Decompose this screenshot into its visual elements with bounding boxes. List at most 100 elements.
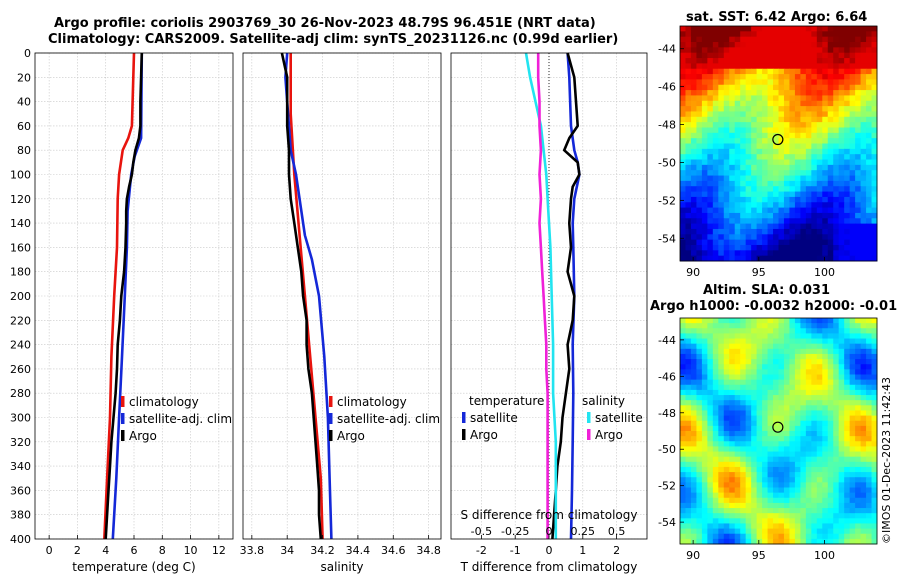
lat-tick-label: -52	[658, 194, 676, 207]
x-tick-label: 34	[280, 544, 294, 557]
y-tick-label: 360	[10, 484, 31, 497]
sst-map-frame	[679, 25, 878, 262]
sla-map-frame	[679, 317, 878, 545]
y-tick-label: 320	[10, 436, 31, 449]
x-tick-label: 34.6	[381, 544, 406, 557]
x-axis-label: temperature (deg C)	[72, 560, 195, 574]
lat-tick-label: -54	[658, 516, 676, 529]
legend-title-temperature: temperature	[469, 394, 544, 408]
x-axis-label: T difference from climatology	[460, 560, 638, 574]
legend-entry: satellite-adj. clim	[129, 412, 232, 426]
legend-entry: satellite	[595, 411, 643, 425]
series-line-salinity-argo	[536, 53, 549, 539]
x2-axis-label: S difference from climatology	[461, 508, 638, 522]
lon-tick-label: 90	[686, 266, 700, 279]
figure-title-line2: Climatology: CARS2009. Satellite-adj cli…	[48, 32, 619, 47]
plot-frame	[242, 52, 442, 540]
legend-title-salinity: salinity	[582, 394, 625, 408]
legend-swatch	[587, 412, 591, 423]
legend-swatch	[329, 413, 333, 424]
sst-map: -44 -46 -48 -50 -52 -54 90 95 100	[658, 25, 878, 279]
x-tick-label: -1	[510, 544, 521, 557]
lon-tick-label: 90	[686, 549, 700, 562]
y-tick-label: 80	[17, 144, 31, 157]
lat-tick-label: -52	[658, 480, 676, 493]
x-tick-label: 2	[613, 544, 620, 557]
y-tick-label: 100	[10, 169, 31, 182]
series-line-argo	[104, 52, 144, 540]
series-line-climatology	[289, 53, 324, 540]
x2-tick-label: 0.5	[608, 525, 626, 538]
legend-swatch	[329, 396, 333, 407]
x2-tick-label: 0.25	[571, 525, 596, 538]
series-line-salinity-satellite	[524, 52, 558, 539]
lat-tick-label: -50	[658, 156, 676, 169]
difference-panel: -2 -1 0 1 2 T difference from climatology -0.5…	[450, 52, 648, 574]
x2-tick-label: -0.5	[471, 525, 492, 538]
legend-entry: climatology	[337, 395, 407, 409]
x-tick-label: 2	[74, 544, 81, 557]
sla-map-title-line1: Altim. SLA: 0.031	[703, 283, 830, 298]
y-tick-label: 260	[10, 363, 31, 376]
x-tick-label: 1	[579, 544, 586, 557]
x-tick-label: 34.4	[346, 544, 371, 557]
legend-swatch	[121, 413, 125, 424]
x-tick-label: 4	[102, 544, 109, 557]
sla-map-field	[680, 318, 878, 545]
salinity-panel: 33.8 34 34.2 34.4 34.6 34.8 salinity climatolog…	[240, 52, 442, 574]
lon-tick-label: 95	[752, 266, 766, 279]
legend-swatch	[121, 430, 125, 441]
x-tick-label: 6	[131, 544, 138, 557]
y-tick-label: 0	[24, 47, 31, 60]
x-tick-label: 34.2	[310, 544, 335, 557]
lat-tick-label: -54	[658, 232, 676, 245]
lon-tick-label: 100	[814, 549, 835, 562]
lat-tick-label: -46	[658, 81, 676, 94]
lat-tick-label: -44	[658, 43, 676, 56]
imos-watermark: ©IMOS 01-Dec-2023 11:42:43	[880, 377, 893, 544]
x-tick-label: 0	[46, 544, 53, 557]
legend-swatch	[462, 429, 466, 440]
y-tick-label: 400	[10, 533, 31, 546]
temperature-panel: 0 2 4 6 8 10 12 temperature (deg C) 0 20 40 60 80 100…	[10, 47, 234, 574]
series-line-satellite-adj-clim	[111, 52, 144, 540]
legend-entry: satellite-adj. clim	[337, 412, 440, 426]
lon-tick-label: 95	[752, 549, 766, 562]
sla-map: -44 -46 -48 -50 -52 -54 90 95 100	[658, 317, 878, 562]
x-tick-label: 0	[546, 544, 553, 557]
sst-map-field	[680, 26, 878, 262]
sst-map-title: sat. SST: 6.42 Argo: 6.64	[686, 10, 868, 25]
y-tick-label: 240	[10, 339, 31, 352]
x2-tick-label: -0.25	[501, 525, 529, 538]
x-tick-label: 8	[159, 544, 166, 557]
y-tick-label: 40	[17, 96, 31, 109]
sla-map-title-line2: Argo h1000: -0.0032 h2000: -0.01	[650, 299, 898, 314]
lat-tick-label: -44	[658, 334, 676, 347]
argo-float-marker	[772, 421, 784, 433]
legend-entry: Argo	[595, 428, 623, 442]
y-tick-label: 20	[17, 71, 31, 84]
lat-tick-label: -48	[658, 407, 676, 420]
x-axis-label: salinity	[320, 560, 363, 574]
series-line-temperature-argo	[551, 52, 581, 540]
legend-swatch	[587, 429, 591, 440]
argo-float-marker	[772, 133, 784, 146]
lat-tick-label: -50	[658, 443, 676, 456]
x-tick-label: 34.8	[416, 544, 441, 557]
legend-swatch	[462, 412, 466, 423]
y-tick-label: 160	[10, 241, 31, 254]
y-tick-label: 140	[10, 217, 31, 230]
y-tick-label: 280	[10, 387, 31, 400]
x-tick-label: 10	[184, 544, 198, 557]
series-line-argo	[280, 52, 323, 540]
y-tick-label: 200	[10, 290, 31, 303]
legend-entry: satellite	[470, 411, 518, 425]
y-tick-label: 380	[10, 509, 31, 522]
legend-entry: Argo	[129, 429, 157, 443]
legend-entry: climatology	[129, 395, 199, 409]
y-tick-label: 300	[10, 412, 31, 425]
y-tick-label: 340	[10, 460, 31, 473]
legend-entry: Argo	[470, 428, 498, 442]
y-tick-label: 180	[10, 266, 31, 279]
lat-tick-label: -46	[658, 370, 676, 383]
